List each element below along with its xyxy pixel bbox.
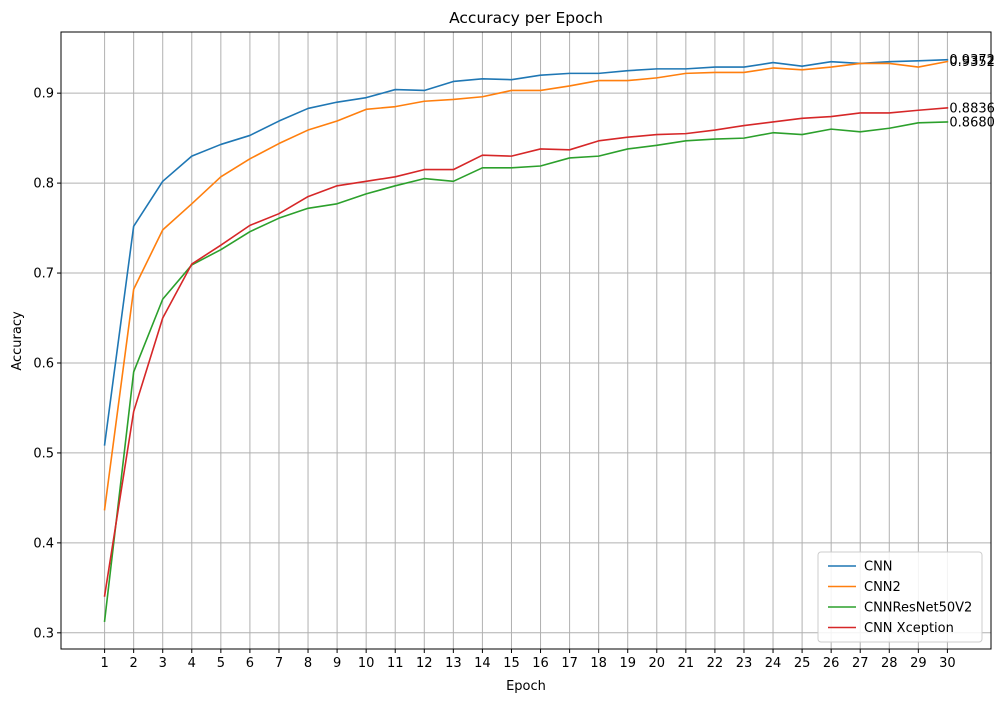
x-tick-label: 27 — [852, 656, 869, 671]
x-tick-label: 20 — [649, 656, 666, 671]
x-tick-label: 14 — [474, 656, 491, 671]
legend-box — [817, 551, 983, 643]
chart-title: Accuracy per Epoch — [449, 9, 603, 27]
legend-entry-label: CNN Xception — [864, 621, 954, 636]
legend-entry-label: CNN — [864, 560, 893, 575]
legend: CNN CNN2 CNNResNet50V2 CNN Xception — [817, 551, 983, 643]
x-tick-label: 22 — [707, 656, 724, 671]
y-axis-label: Accuracy — [10, 311, 25, 371]
x-tick-label: 30 — [939, 656, 956, 671]
x-tick-label: 15 — [503, 656, 520, 671]
x-tick-label: 21 — [678, 656, 695, 671]
y-tick-label: 0.8 — [33, 177, 54, 192]
x-tick-label: 7 — [275, 656, 283, 671]
y-tick-label: 0.7 — [33, 267, 54, 282]
x-tick-label: 28 — [881, 656, 898, 671]
x-axis-ticks: 1 2 3 4 5 6 7 8 9 10 11 12 13 14 15 16 17 18 19 20 21 22 23 24 2… — [100, 649, 956, 671]
series-lines — [103, 58, 949, 623]
x-tick-label: 18 — [590, 656, 607, 671]
plot-frame — [60, 31, 992, 650]
x-tick-label: 17 — [561, 656, 578, 671]
x-tick-label: 12 — [416, 656, 433, 671]
x-tick-label: 23 — [736, 656, 753, 671]
x-tick-label: 11 — [387, 656, 404, 671]
y-tick-label: 0.3 — [33, 626, 54, 641]
end-value-label: 0.8680 — [949, 115, 995, 130]
series-line-cnnresnet50v2 — [103, 121, 949, 623]
y-tick-label: 0.9 — [33, 87, 54, 102]
end-value-label: 0.8836 — [949, 101, 995, 116]
end-value-label: 0.9352 — [949, 55, 995, 70]
legend-entry-label: CNNResNet50V2 — [864, 601, 972, 616]
x-tick-label: 8 — [304, 656, 312, 671]
y-axis-ticks: 0.3 0.4 0.5 0.6 0.7 0.8 0.9 — [33, 87, 61, 641]
x-tick-label: 9 — [333, 656, 341, 671]
series-line-cnn — [103, 58, 949, 446]
x-axis-label: Epoch — [506, 679, 546, 694]
grid — [61, 32, 991, 649]
x-tick-label: 6 — [246, 656, 254, 671]
x-tick-label: 19 — [619, 656, 636, 671]
x-tick-label: 4 — [188, 656, 196, 671]
x-tick-label: 13 — [445, 656, 462, 671]
x-tick-label: 3 — [159, 656, 167, 671]
x-tick-label: 1 — [100, 656, 108, 671]
y-tick-label: 0.5 — [33, 446, 54, 461]
series-line-cnn-xception — [103, 107, 949, 597]
x-tick-label: 5 — [217, 656, 225, 671]
end-value-label: 0.9372 — [949, 53, 995, 68]
legend-entry-label: CNN2 — [864, 580, 901, 595]
x-tick-label: 10 — [358, 656, 375, 671]
x-tick-label: 29 — [910, 656, 927, 671]
x-tick-label: 24 — [765, 656, 782, 671]
x-tick-label: 25 — [794, 656, 811, 671]
x-tick-label: 26 — [823, 656, 840, 671]
x-tick-label: 2 — [130, 656, 138, 671]
y-tick-label: 0.4 — [33, 536, 54, 551]
y-tick-label: 0.6 — [33, 356, 54, 371]
series-line-cnn2 — [103, 60, 949, 511]
x-tick-label: 16 — [532, 656, 549, 671]
